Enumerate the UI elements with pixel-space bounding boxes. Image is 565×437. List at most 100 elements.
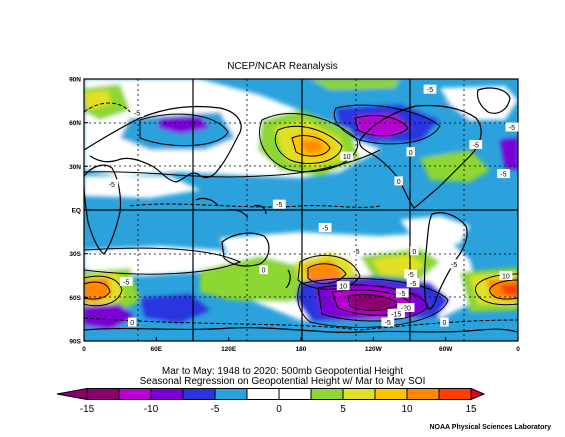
contour-label-box	[404, 269, 418, 279]
x-tick-label: 60W	[439, 346, 453, 353]
contour-label: 0	[410, 246, 419, 256]
contour-label: 0	[406, 147, 415, 157]
colorbar-tick-label: 15	[465, 404, 477, 415]
contour-label-box	[381, 317, 395, 327]
colorbar: -15 -10 -5 0 5 10 15	[56, 387, 486, 415]
contour-label-text: 0	[412, 249, 416, 256]
red-s-atlantic	[500, 284, 518, 296]
x-tick-label: 120E	[221, 346, 237, 353]
contour-label: -15	[387, 308, 405, 318]
contour-label: 0	[394, 176, 403, 186]
contour-label-box	[318, 222, 332, 232]
purple-asia-low	[158, 116, 210, 134]
contour-label-box	[505, 122, 519, 132]
contour-label: 10	[499, 271, 513, 281]
colorbar-segment	[374, 388, 408, 400]
contour-label-text: -5	[427, 87, 433, 94]
green-arctic	[310, 79, 400, 90]
coastline-north-america	[359, 104, 482, 209]
colorbar-tick-label: 0	[276, 404, 282, 415]
contour-label-box	[105, 179, 119, 189]
coastline-greenland	[476, 87, 511, 114]
contour-line	[84, 102, 131, 113]
contour-label: -20	[397, 303, 415, 313]
x-axis: 0 60E 120E 180 120W 60W 0	[82, 337, 520, 353]
coastline-eurasia	[84, 105, 242, 183]
colorbar-tick-label: -5	[211, 404, 220, 415]
coastlines	[84, 87, 518, 333]
contour-label: -5	[350, 246, 363, 256]
contour-line	[84, 317, 518, 331]
contour-line	[84, 149, 381, 178]
contour-label-text: 10	[343, 154, 351, 161]
x-tick-label: 0	[516, 346, 520, 353]
contour-line	[475, 273, 518, 306]
y-tick-label: 90N	[69, 77, 81, 84]
white-south-band	[84, 246, 240, 276]
colorbar-segment	[214, 388, 248, 400]
contour-line	[139, 113, 229, 147]
coastline-new-zealand	[285, 269, 291, 289]
contour-label: -5	[395, 288, 409, 298]
chart-title: NCEP/NCAR Reanalysis	[227, 61, 338, 72]
contour-label-box	[447, 259, 461, 269]
contour-label-text: -5	[353, 249, 359, 256]
colorbar-tick-label: 5	[340, 404, 346, 415]
contour-line	[84, 247, 242, 275]
contour-label: 10	[336, 281, 350, 291]
y-tick-label: 60N	[69, 120, 81, 127]
colorbar-segment	[406, 388, 440, 400]
contour-label-box	[350, 246, 363, 256]
colorbar-segment	[150, 388, 184, 400]
contour-label-box	[469, 140, 483, 149]
contour-label-box	[119, 276, 133, 286]
contour-line	[354, 115, 409, 137]
colorbar-segment	[246, 388, 280, 400]
x-tick-label: 0	[82, 346, 86, 353]
contour-label-box	[406, 147, 415, 157]
contour-label-text: -5	[408, 272, 414, 279]
contour-label-box	[497, 169, 510, 179]
contour-line	[84, 275, 123, 307]
contour-label-box	[397, 303, 415, 313]
contour-line	[297, 254, 361, 290]
contour-label-box	[340, 151, 354, 161]
contour-label-text: -5	[385, 320, 391, 327]
contour-label: -5	[318, 222, 332, 232]
coastline-australia	[221, 232, 270, 267]
contour-label-text: 0	[409, 150, 413, 157]
contour-label: 0	[259, 265, 268, 275]
contour-label-text: 0	[443, 320, 447, 327]
contour-line	[297, 277, 449, 328]
contour-label-box	[394, 176, 403, 186]
contour-label-text: -5	[500, 172, 506, 179]
colorbar-tick-label: -10	[144, 404, 159, 415]
colorbar-segment	[278, 388, 312, 400]
contour-label-box	[440, 317, 449, 327]
y-tick-label: EQ	[72, 208, 81, 215]
contour-line	[274, 125, 343, 164]
colorbar-segment	[182, 388, 216, 400]
contour-label: -5	[381, 317, 395, 327]
contour-label: 0	[440, 317, 449, 327]
y-tick-label: 30N	[69, 164, 81, 171]
colorbar-segment	[310, 388, 344, 400]
y-axis: 90N 60N 30N EQ 30S 60S 90S	[69, 77, 88, 346]
contour-label-text: 10	[502, 274, 510, 281]
caption-line-1: Mar to May: 1948 to 2020: 500mb Geopoten…	[161, 366, 404, 377]
coastline-south-america	[423, 212, 468, 310]
contour-label-box	[387, 308, 405, 318]
contour-label: -5	[119, 276, 133, 286]
contour-label: 10	[340, 151, 354, 161]
colorbar-under-triangle	[56, 387, 88, 401]
colorbar-tick-label: 10	[401, 404, 413, 415]
contour-label-text: -5	[123, 279, 129, 286]
contour-label-box	[423, 84, 437, 94]
contour-line	[84, 281, 111, 300]
contour-label-text: -5	[322, 225, 328, 232]
contour-label: -5	[105, 179, 119, 189]
contour-label-text: -5	[134, 110, 140, 117]
y-tick-label: 90S	[69, 339, 81, 346]
